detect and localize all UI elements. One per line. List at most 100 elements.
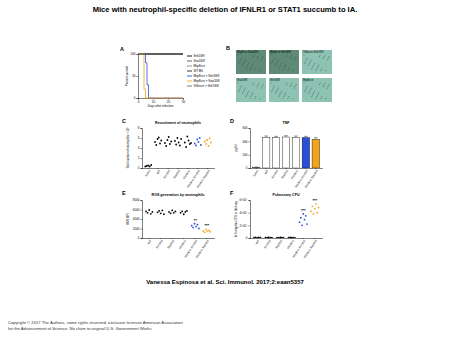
texture <box>248 91 249 92</box>
data-point <box>165 145 167 147</box>
axis-line <box>143 168 215 170</box>
tick: 400 <box>242 140 250 144</box>
texture <box>325 98 326 99</box>
tick-label: 0 <box>134 96 136 100</box>
data-point <box>147 165 149 167</box>
texture <box>288 68 289 69</box>
texture <box>247 93 248 94</box>
texture <box>245 60 246 61</box>
data-point <box>168 211 170 213</box>
texture <box>324 84 325 85</box>
data-point <box>265 237 267 238</box>
texture <box>283 68 284 69</box>
tick-mark <box>206 238 207 239</box>
panel-title: ROS generation by neutrophils <box>152 193 205 197</box>
bar <box>272 138 279 168</box>
tick-label: 4 <box>138 146 140 150</box>
data-point <box>315 203 317 205</box>
texture <box>275 93 276 94</box>
tick-mark <box>168 168 169 169</box>
tick-label: Mrp8cre Stat1fl/fl <box>304 169 320 189</box>
texture <box>319 82 320 83</box>
texture <box>291 84 292 85</box>
texture <box>306 60 307 61</box>
tick-mark <box>295 168 296 169</box>
texture <box>294 60 295 61</box>
tick: 6000 <box>133 208 142 212</box>
data-point <box>171 210 173 212</box>
texture <box>303 82 304 83</box>
tick-label: Ifnlr1fl/fl <box>162 169 171 180</box>
tick-mark <box>148 168 149 169</box>
texture <box>313 65 314 66</box>
legend-swatch <box>187 71 192 72</box>
data-point <box>185 146 187 148</box>
data-point <box>306 223 308 225</box>
annotation: ** <box>194 218 198 223</box>
tick-mark <box>249 238 251 239</box>
tile-label: Stat1fl/fl <box>237 78 247 82</box>
panel-title: Pulmonary CFU <box>273 193 300 197</box>
tick-mark <box>266 168 267 169</box>
data-point <box>179 145 181 147</box>
tick-mark <box>187 168 188 169</box>
tick-mark <box>249 141 251 142</box>
tick-label: 0 <box>246 236 248 240</box>
tick-mark <box>276 168 277 169</box>
panel-label: C <box>122 118 126 124</box>
data-point <box>205 229 207 231</box>
texture <box>286 82 287 83</box>
tick: Mrp8cre <box>290 168 299 180</box>
data-point <box>210 231 212 233</box>
tick-mark <box>141 158 143 159</box>
tick-label: 50 <box>132 74 136 78</box>
tick-mark <box>195 238 196 239</box>
data-point <box>195 226 197 228</box>
image-tile <box>302 50 332 74</box>
texture <box>238 63 239 64</box>
tick-label: 0 <box>246 166 248 170</box>
texture <box>243 91 244 92</box>
texture <box>278 60 279 61</box>
tick-label: Mrp8cre <box>290 169 299 180</box>
tick-mark <box>268 238 269 239</box>
tick-label: 0 <box>138 236 140 240</box>
texture <box>318 93 319 94</box>
legend-swatch <box>187 81 192 82</box>
tick: Naive <box>252 168 260 177</box>
texture <box>307 58 308 59</box>
texture <box>272 89 273 90</box>
data-point <box>188 140 190 142</box>
tick: 0 <box>138 98 140 104</box>
data-point <box>159 143 161 145</box>
texture <box>247 65 248 66</box>
figure: Mice with neutrophil-specific deletion o… <box>0 0 450 338</box>
tick-label: 100 <box>130 52 135 56</box>
data-point <box>266 237 268 238</box>
tick-label: Stat1fl/fl <box>274 239 283 250</box>
texture <box>240 88 241 89</box>
histology-image <box>236 78 266 102</box>
texture <box>250 96 251 97</box>
texture <box>259 98 260 99</box>
annotation: *** <box>312 198 317 203</box>
tick-label: 8000 <box>133 198 140 202</box>
texture <box>255 96 256 97</box>
data-point <box>278 237 280 238</box>
image-tile <box>269 78 299 102</box>
texture <box>272 61 273 62</box>
texture <box>257 58 258 59</box>
tick-mark <box>315 168 316 169</box>
legend-swatch <box>187 76 192 77</box>
texture <box>318 65 319 66</box>
histology-image <box>269 50 299 74</box>
texture <box>274 86 275 87</box>
data-point <box>160 212 162 214</box>
data-point <box>256 237 258 238</box>
y-axis-title: Total number of neutrophils × 10⁶ <box>126 127 130 168</box>
texture <box>313 93 314 94</box>
tick-mark <box>141 128 143 129</box>
tick: 0 <box>246 236 250 240</box>
panel-label: E <box>122 190 126 196</box>
texture <box>280 65 281 66</box>
